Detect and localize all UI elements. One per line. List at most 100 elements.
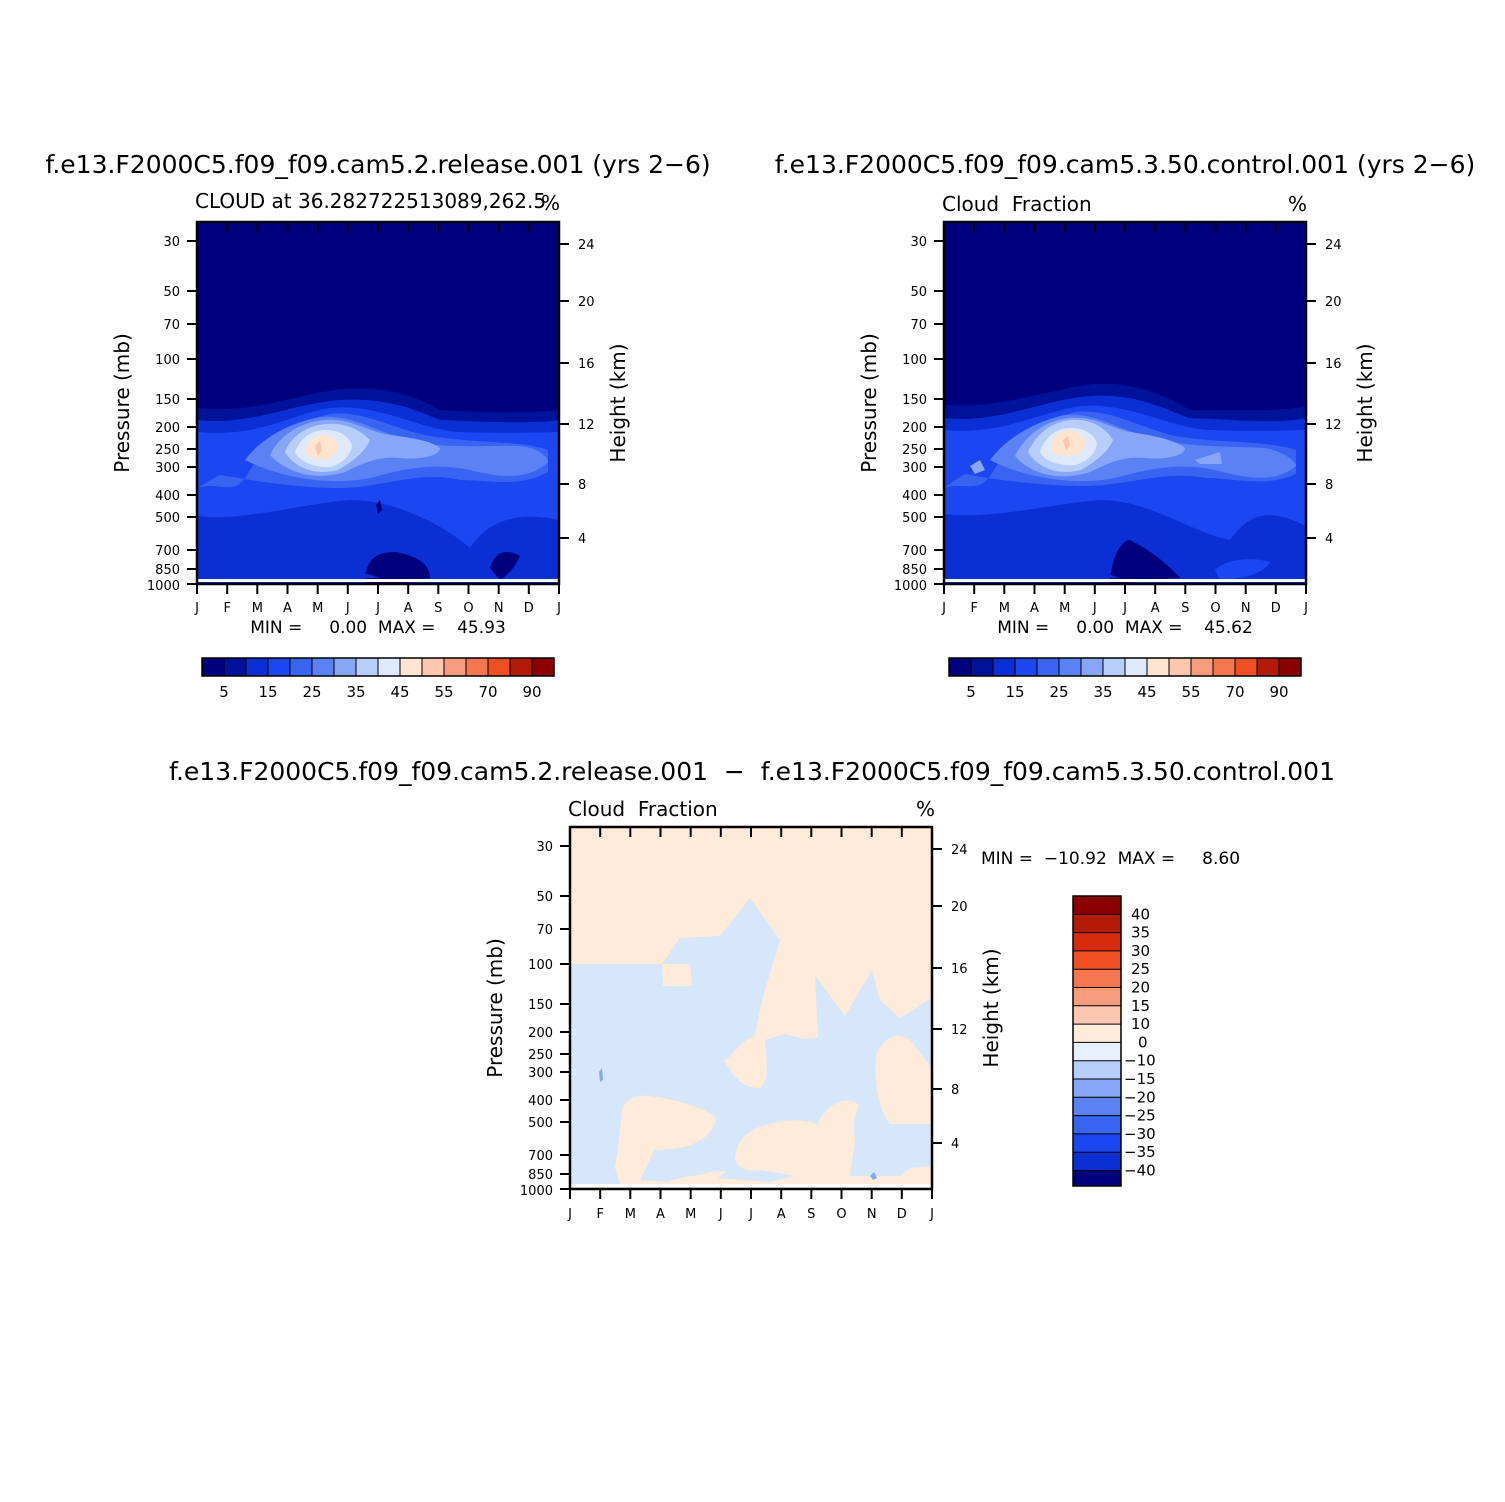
panel-3-y2tick-label: 4 bbox=[951, 1137, 959, 1152]
panel-3-y2tick-label: 20 bbox=[951, 900, 968, 915]
panel-3-y2tick-label: 24 bbox=[951, 843, 968, 858]
panel-2-xtick-label: O bbox=[1210, 601, 1220, 616]
panel-3-xtick-label: M bbox=[625, 1207, 636, 1222]
panel-3-y2tick-label: 12 bbox=[951, 1023, 968, 1038]
panel-1-colorbar-label: 55 bbox=[434, 683, 453, 701]
panel-1-ytick-label: 200 bbox=[155, 421, 180, 436]
panel-1-ytick-label: 400 bbox=[155, 489, 180, 504]
panel-2-xtick-label: F bbox=[970, 601, 977, 616]
panel-3-xtick-label: D bbox=[897, 1207, 907, 1222]
panel-1-y2tick-label: 4 bbox=[578, 532, 586, 547]
panel-1-y2tick-label: 16 bbox=[578, 357, 595, 372]
panel-3-ytick-label: 250 bbox=[528, 1048, 553, 1063]
panel-3-contour-field bbox=[570, 827, 932, 1189]
panel-1-xtick-label: J bbox=[345, 601, 350, 616]
panel-2-colorbar-label: 35 bbox=[1093, 683, 1112, 701]
panel-2-xtick-label: N bbox=[1241, 601, 1251, 616]
panel-3-ytick-label: 200 bbox=[528, 1026, 553, 1041]
panel-1-xtick-label: J bbox=[375, 601, 380, 616]
panel-3-y2tick-label: 16 bbox=[951, 962, 968, 977]
panel-2-xtick-label: M bbox=[999, 601, 1010, 616]
panel-3-ytick-label: 300 bbox=[528, 1066, 553, 1081]
contour-level-0-5-dot bbox=[376, 500, 382, 514]
panel-1-ylabel: Pressure (mb) bbox=[110, 333, 134, 473]
panel-1-xtick-label: J bbox=[556, 601, 561, 616]
panel-3-colorbar-label: −35 bbox=[1124, 1143, 1156, 1161]
panel-2-ytick-label: 250 bbox=[902, 443, 927, 458]
panel-3-yticks: 30 50 70 100 150 200 250 300 400 500 700… bbox=[520, 840, 570, 1199]
panel-2-colorbar-label: 55 bbox=[1181, 683, 1200, 701]
panel-3-colorbar-label: −30 bbox=[1124, 1125, 1156, 1143]
panel-1-colorbar-label: 5 bbox=[219, 683, 229, 701]
panel-3-colorbar-label: 10 bbox=[1131, 1015, 1150, 1033]
panel-2-ytick-label: 500 bbox=[902, 511, 927, 526]
panel-2: f.e13.F2000C5.f09_f09.cam5.3.50.control.… bbox=[775, 150, 1476, 701]
panel-1-xtick-label: O bbox=[463, 601, 473, 616]
panel-1-ytick-label: 1000 bbox=[147, 579, 180, 594]
contour-level-0-5-lower bbox=[365, 552, 430, 584]
panel-2-yticks: 30 50 70 100 150 200 250 300 400 500 700… bbox=[894, 235, 944, 594]
panel-2-y2tick-label: 12 bbox=[1325, 418, 1342, 433]
panel-2-ytick-label: 850 bbox=[902, 563, 927, 578]
panel-3-y2ticks: 4 8 12 16 20 24 bbox=[932, 843, 968, 1152]
contour-level-neg15-neg10-dot bbox=[870, 1172, 877, 1180]
panel-1-xtick-label: S bbox=[434, 601, 442, 616]
panel-3-ytick-label: 50 bbox=[536, 890, 553, 905]
panel-3-colorbar-label: −25 bbox=[1124, 1107, 1156, 1125]
panel-3-ytick-label: 400 bbox=[528, 1094, 553, 1109]
panel-3-xtick-label: J bbox=[929, 1207, 934, 1222]
panel-2-y2label: Height (km) bbox=[1353, 343, 1377, 462]
panel-3-xtick-label: O bbox=[836, 1207, 846, 1222]
panel-2-ytick-label: 200 bbox=[902, 421, 927, 436]
contour-level-50-55 bbox=[1063, 436, 1070, 450]
panel-3-ytick-label: 150 bbox=[528, 998, 553, 1013]
panel-2-colorbar-label: 45 bbox=[1137, 683, 1156, 701]
panel-1-y2label: Height (km) bbox=[606, 343, 630, 462]
panel-2-xtick-label: S bbox=[1181, 601, 1189, 616]
panel-3-colorbar-label: 40 bbox=[1131, 905, 1150, 923]
panel-1-bottom-strip bbox=[197, 579, 559, 582]
panel-3-ytick-label: 700 bbox=[528, 1149, 553, 1164]
panel-2-ytick-label: 700 bbox=[902, 544, 927, 559]
panel-1-colorbar-label: 90 bbox=[522, 683, 541, 701]
panel-1-minmax: MIN = 0.00 MAX = 45.93 bbox=[250, 618, 506, 638]
panel-3-colorbar-label: 35 bbox=[1131, 924, 1150, 942]
contour-level-10-15-lower bbox=[944, 555, 1120, 578]
panel-3-colorbar-label: −10 bbox=[1124, 1052, 1156, 1070]
panel-2-xtick-label: J bbox=[1092, 601, 1097, 616]
panel-3-xtick-label: A bbox=[777, 1207, 786, 1222]
panel-1-xtick-label: N bbox=[494, 601, 504, 616]
panel-2-y2tick-label: 16 bbox=[1325, 357, 1342, 372]
panel-3-colorbar: 40 35 30 25 20 15 10 0 −10 −15 −20 −25 −… bbox=[1072, 895, 1156, 1187]
panel-2-xtick-label: J bbox=[1303, 601, 1308, 616]
panel-2-colorbar-label: 15 bbox=[1005, 683, 1024, 701]
panel-1-colorbar: 5 15 25 35 45 55 70 90 bbox=[201, 657, 555, 701]
panel-2-colorbar-label: 5 bbox=[966, 683, 976, 701]
panel-3-colorbar-label: −15 bbox=[1124, 1070, 1156, 1088]
contour-level-10-15-lower bbox=[197, 555, 380, 578]
panel-1-y2ticks: 4 8 12 16 20 24 bbox=[559, 238, 595, 547]
panel-2-ytick-label: 1000 bbox=[894, 579, 927, 594]
panel-1-y2tick-label: 24 bbox=[578, 238, 595, 253]
panel-2-colorbar-label: 70 bbox=[1225, 683, 1244, 701]
panel-1-contour-field bbox=[197, 222, 559, 584]
panel-3-left-label: Cloud Fraction bbox=[568, 797, 718, 821]
panel-3-colorbar-label: 0 bbox=[1138, 1033, 1148, 1051]
panel-2-ytick-label: 70 bbox=[910, 318, 927, 333]
panel-2-y2tick-label: 4 bbox=[1325, 532, 1333, 547]
panel-2-ytick-label: 300 bbox=[902, 461, 927, 476]
panel-3-ytick-label: 30 bbox=[536, 840, 553, 855]
panel-1-xtick-label: D bbox=[524, 601, 534, 616]
panel-1-ytick-label: 700 bbox=[155, 544, 180, 559]
panel-1-ytick-label: 850 bbox=[155, 563, 180, 578]
panel-3-xtick-label: S bbox=[807, 1207, 815, 1222]
panel-2-left-label: Cloud Fraction bbox=[942, 192, 1092, 216]
panel-3-ytick-label: 1000 bbox=[520, 1184, 553, 1199]
panel-3-y2tick-label: 8 bbox=[951, 1083, 959, 1098]
panel-3-xtick-label: J bbox=[718, 1207, 723, 1222]
panel-1-xtick-label: A bbox=[283, 601, 292, 616]
panel-3-title: f.e13.F2000C5.f09_f09.cam5.2.release.001… bbox=[169, 757, 1335, 786]
panel-2-y2tick-label: 24 bbox=[1325, 238, 1342, 253]
panel-1: f.e13.F2000C5.f09_f09.cam5.2.release.001… bbox=[45, 150, 710, 701]
